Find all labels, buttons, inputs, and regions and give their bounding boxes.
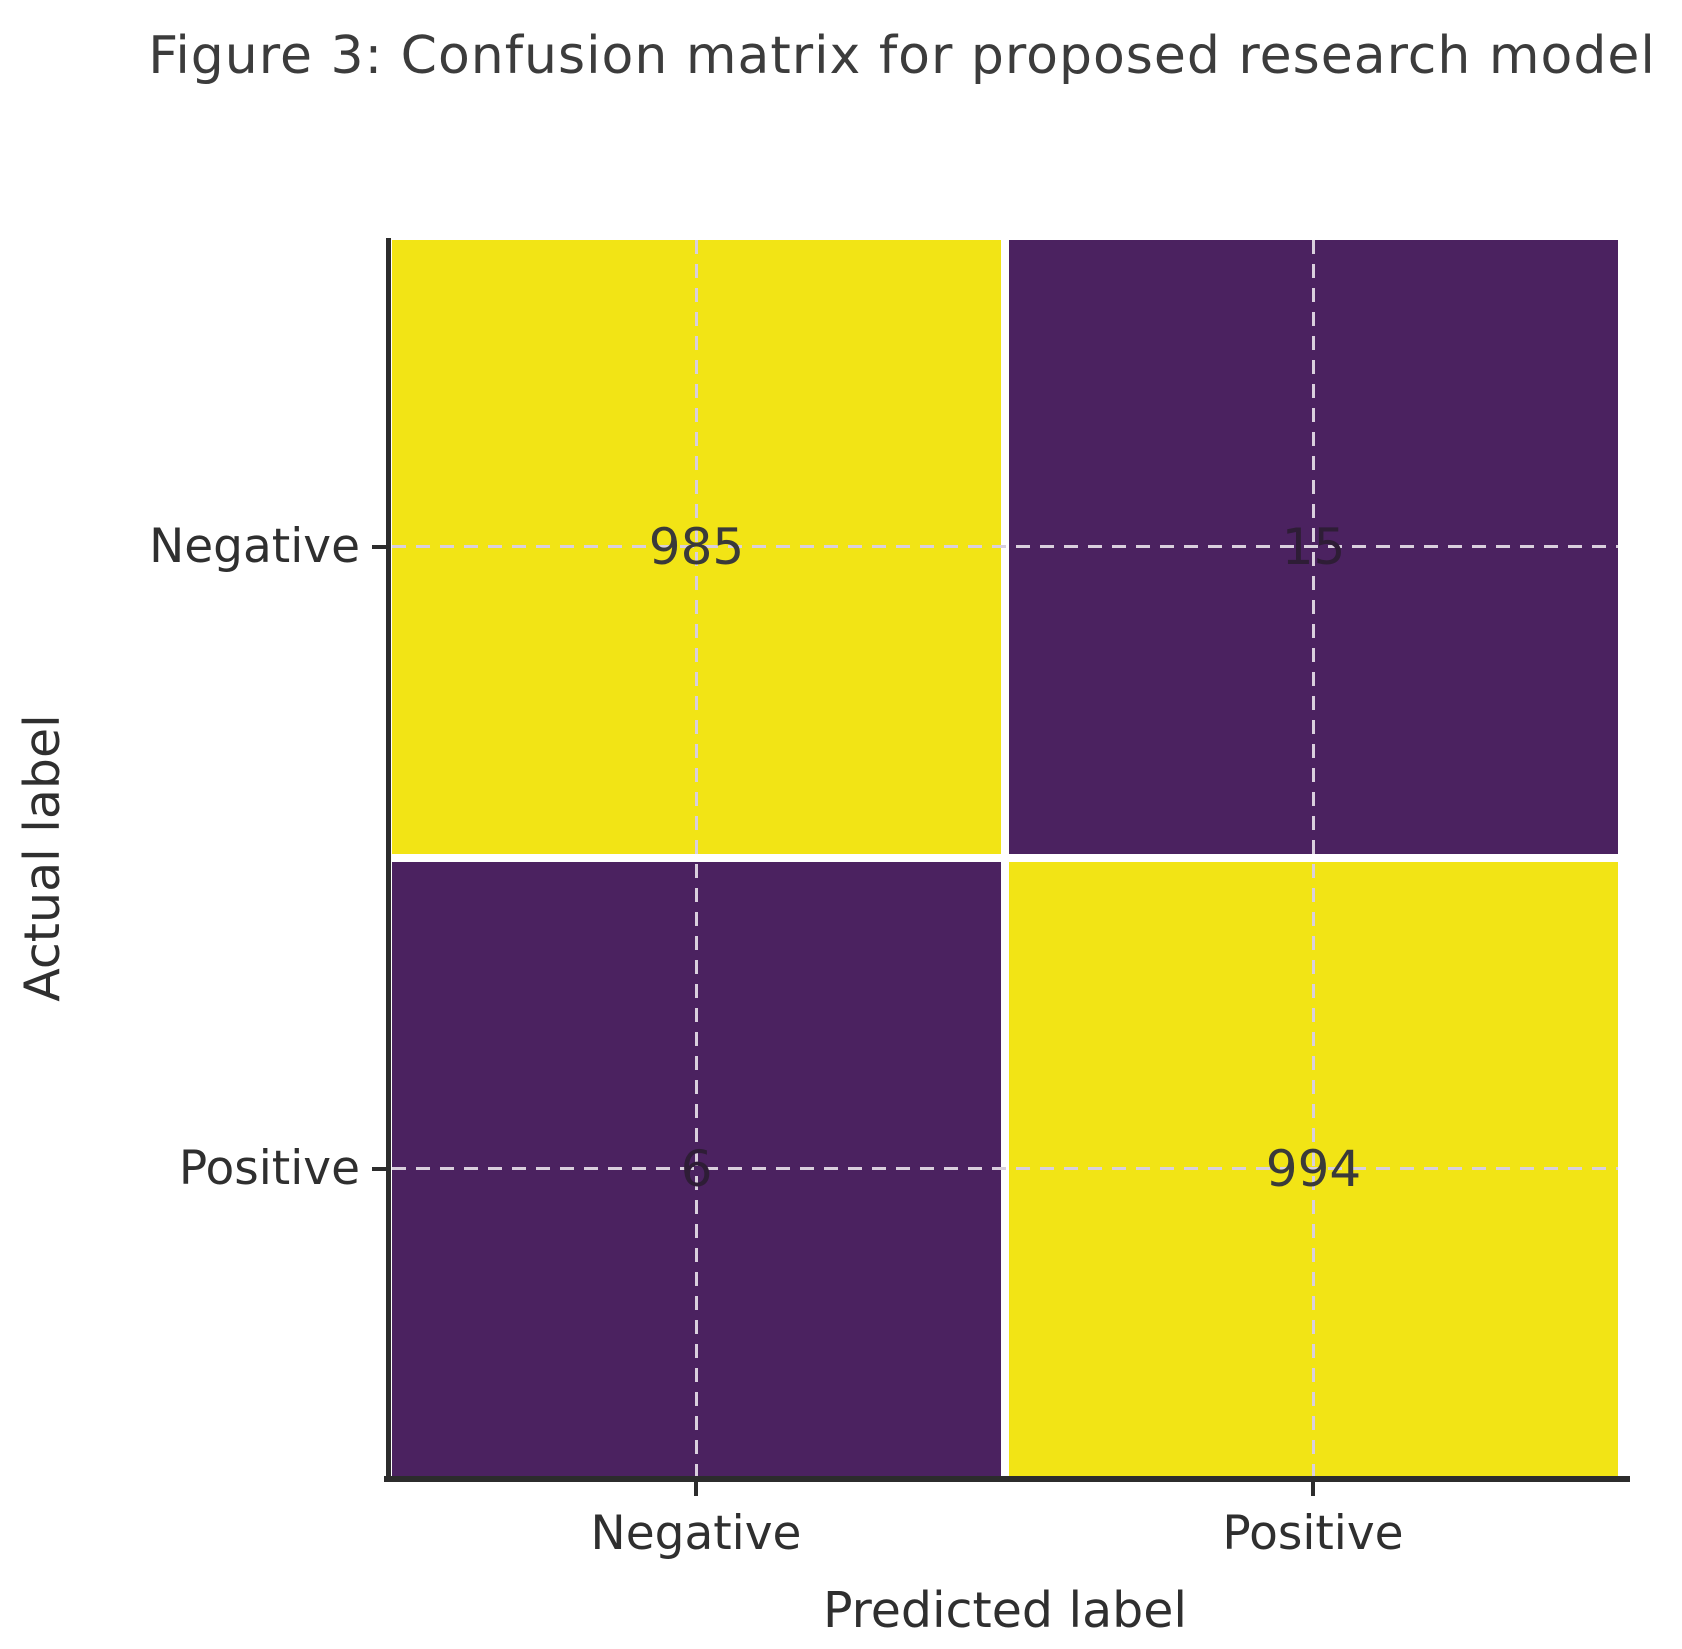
x-axis-tick-negative	[694, 1482, 698, 1496]
cell-value-false-positive: 15	[1281, 518, 1346, 576]
cell-value-true-positive: 994	[1265, 1140, 1362, 1198]
y-axis-tick-negative	[372, 545, 386, 549]
y-axis-spine	[386, 238, 391, 1481]
gridline-horizontal-row1	[392, 545, 1618, 548]
cell-value-true-negative: 985	[648, 518, 745, 576]
x-tick-label-negative: Negative	[590, 1506, 802, 1561]
x-axis-tick-positive	[1311, 1482, 1315, 1496]
gridline-vertical-col1	[695, 240, 698, 1476]
cell-value-false-negative: 6	[680, 1140, 713, 1198]
x-axis-label: Predicted label	[822, 1582, 1188, 1639]
confusion-matrix-heatmap: 985 15 6 994	[392, 240, 1618, 1476]
y-tick-label-negative: Negative	[149, 519, 360, 574]
x-tick-label-positive: Positive	[1222, 1506, 1404, 1561]
x-axis-spine	[384, 1476, 1630, 1482]
gridline-horizontal-row2	[392, 1167, 1618, 1170]
y-axis-label: Actual label	[14, 714, 71, 1002]
y-axis-tick-positive	[372, 1167, 386, 1171]
y-tick-label-positive: Positive	[178, 1141, 360, 1196]
gridline-vertical-col2	[1312, 240, 1315, 1476]
figure-title: Figure 3: Confusion matrix for proposed …	[148, 26, 1656, 86]
